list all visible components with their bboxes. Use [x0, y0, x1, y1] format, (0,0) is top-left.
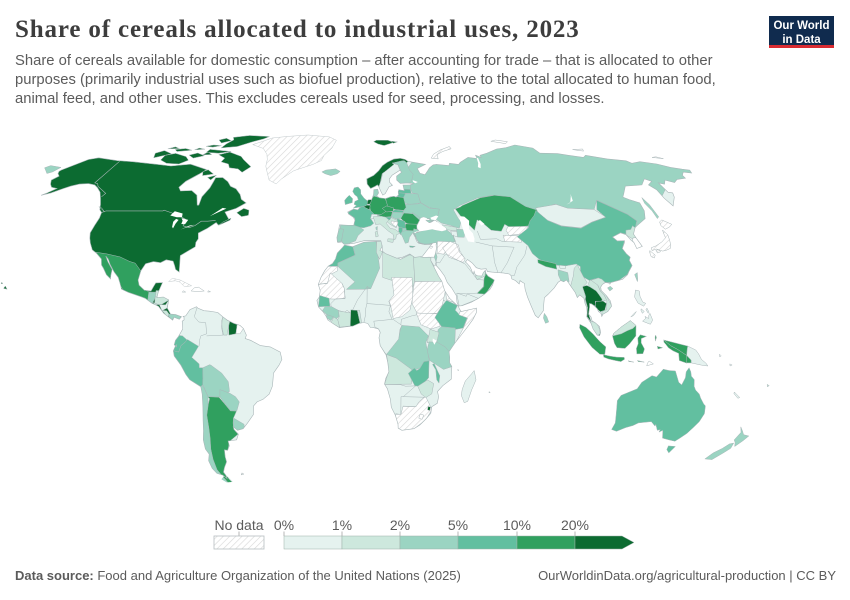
svg-text:Data source: Food and Agricult: Data source: Food and Agriculture Organi… [15, 568, 461, 583]
svg-text:2%: 2% [390, 517, 410, 533]
svg-text:OurWorldinData.org/agricultura: OurWorldinData.org/agricultural-producti… [538, 568, 836, 583]
svg-text:5%: 5% [448, 517, 468, 533]
svg-text:No data: No data [214, 517, 263, 533]
svg-text:0%: 0% [274, 517, 294, 533]
svg-text:10%: 10% [503, 517, 531, 533]
svg-text:1%: 1% [332, 517, 352, 533]
svg-text:20%: 20% [561, 517, 589, 533]
